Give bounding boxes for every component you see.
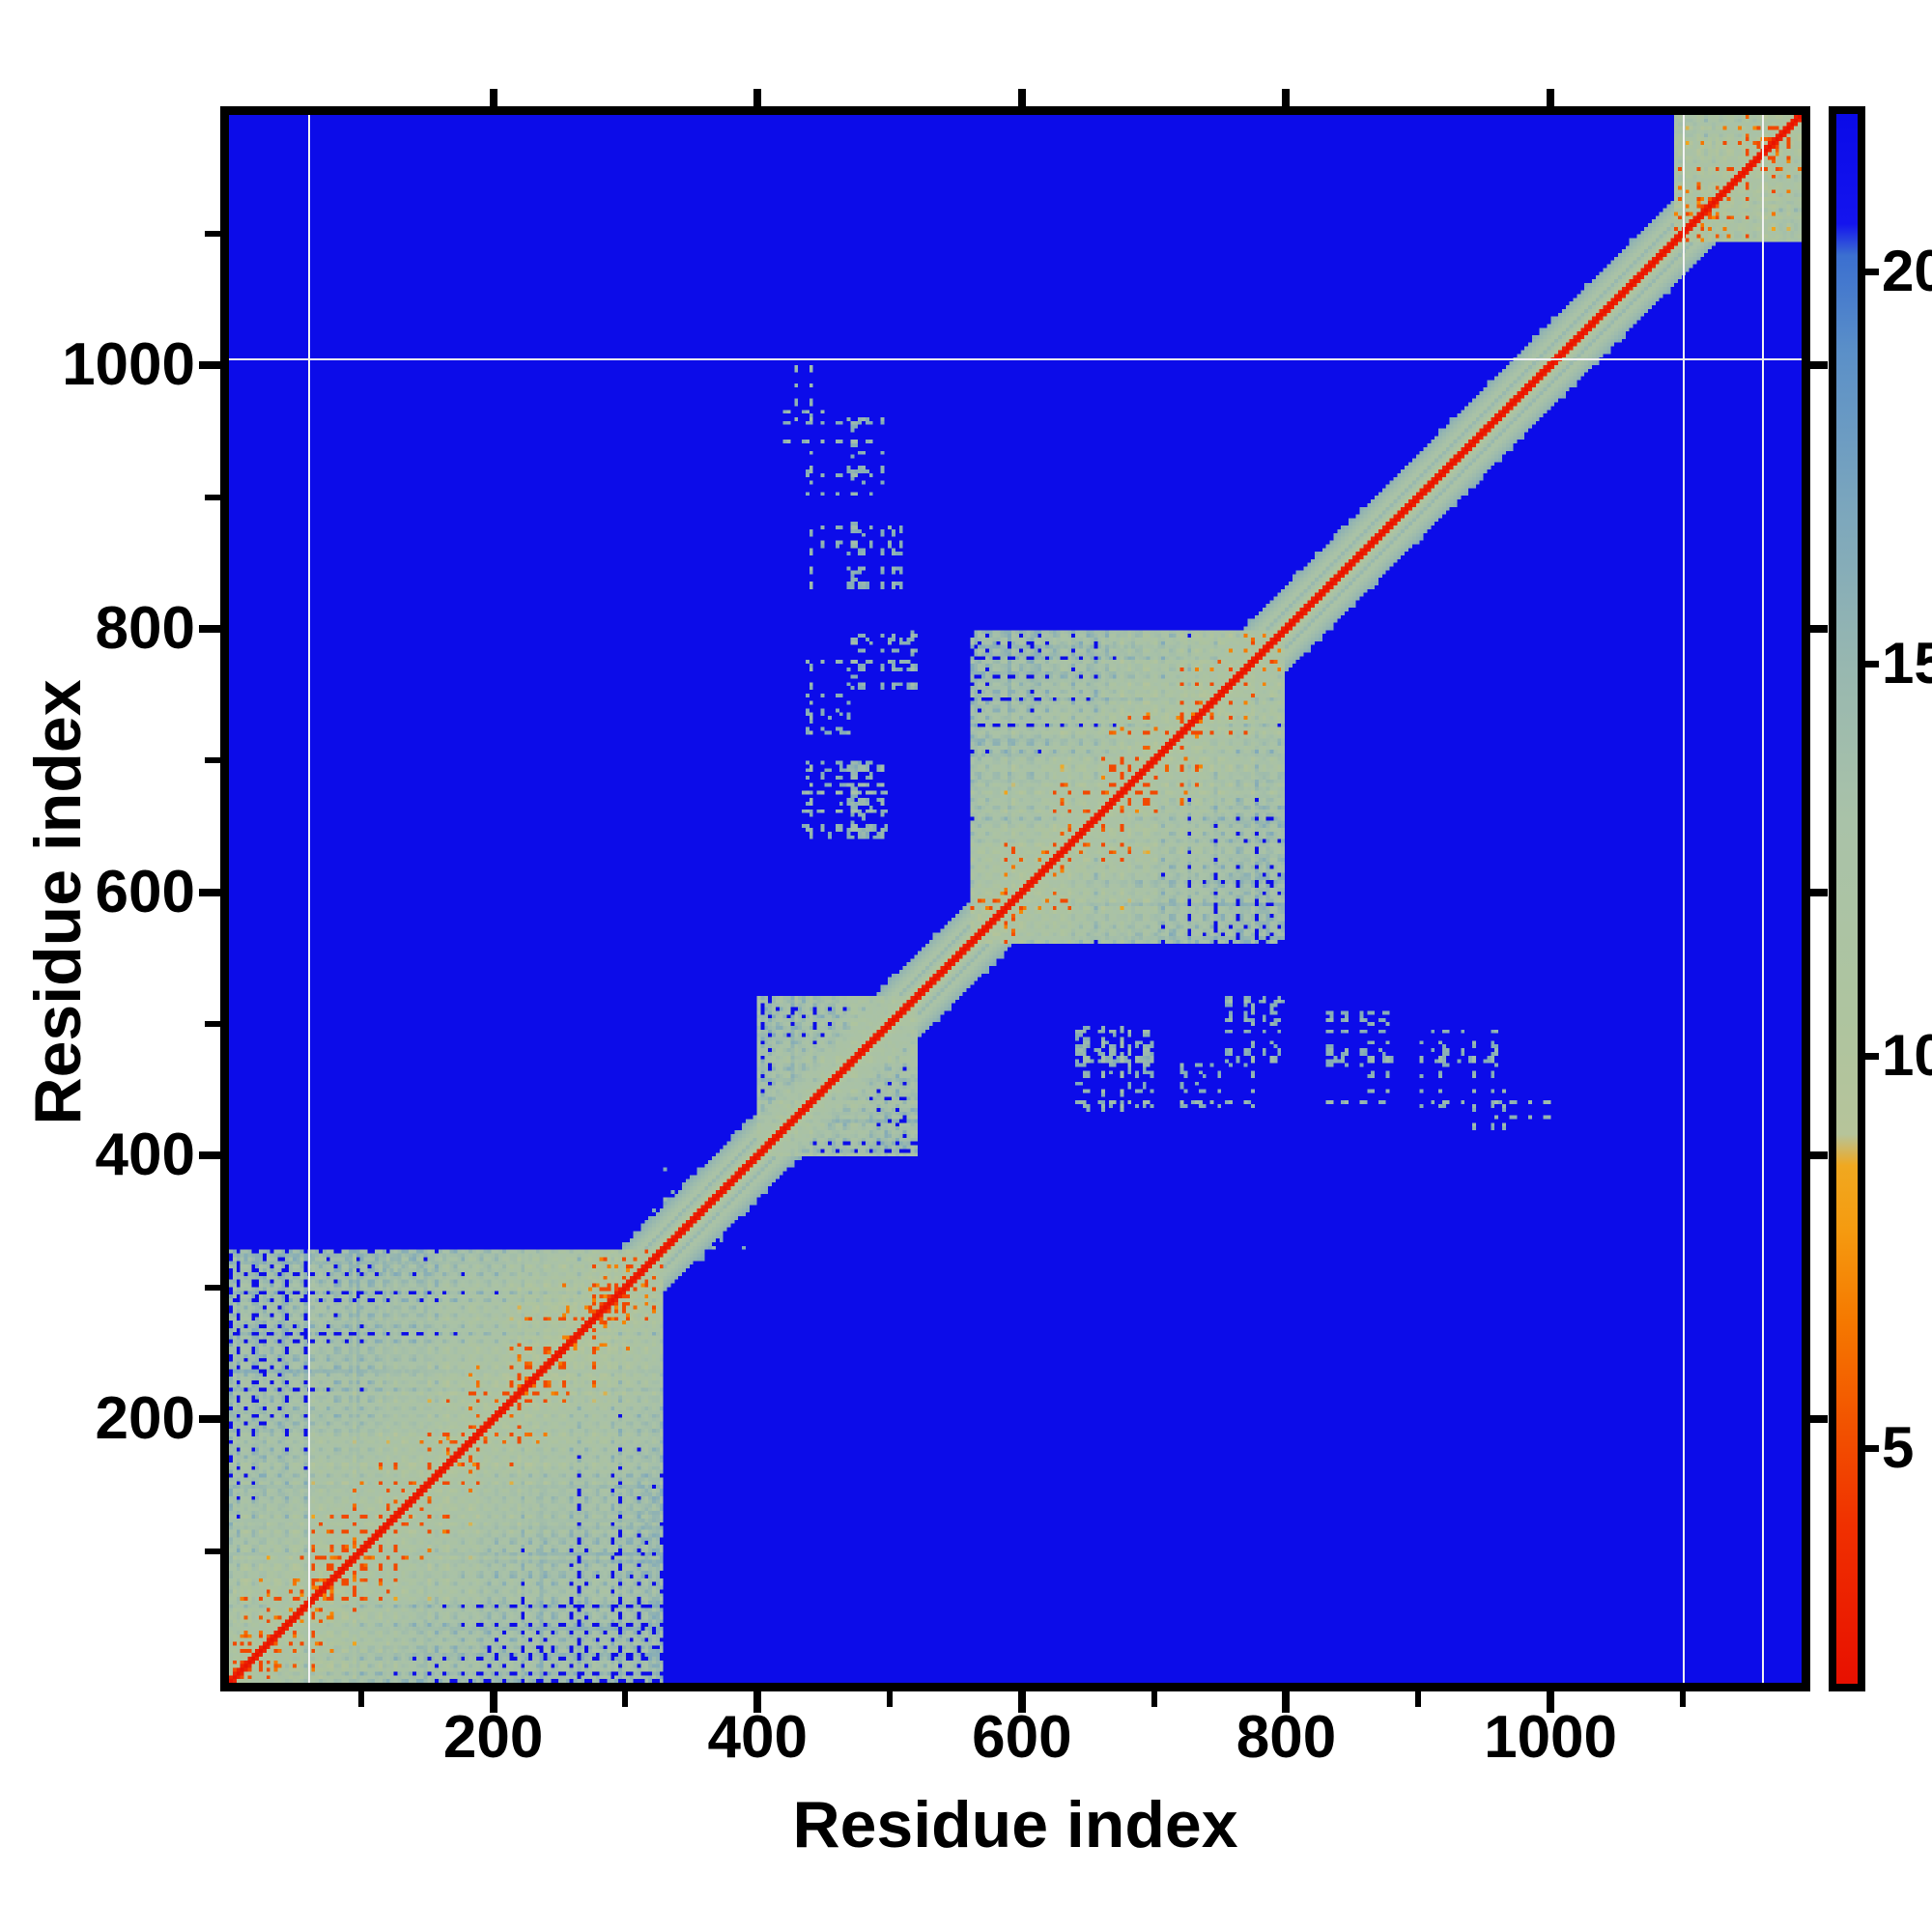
heatmap-plot-area [220,106,1810,1691]
x-axis-tick [489,1691,497,1713]
y-axis-tick-label: 800 [95,594,195,662]
y-axis-minor-tick [205,494,220,500]
y-axis-minor-tick [205,230,220,237]
y-axis-tick-right [1810,888,1828,896]
x-axis-minor-tick [1415,1691,1422,1707]
y-axis-tick-right [1810,1151,1828,1160]
x-axis-tick-top [1282,89,1291,106]
y-axis-tick [199,361,220,370]
y-axis-title: Residue index [21,679,95,1125]
colorbar-tick [1863,1053,1879,1060]
heatmap-image [229,115,1802,1683]
y-axis-tick [199,624,220,633]
y-axis-minor-tick [205,1021,220,1028]
x-axis-tick [753,1691,762,1713]
x-axis-tick-top [1547,89,1555,106]
y-axis-tick-right [1810,624,1828,633]
x-axis-title: Residue index [792,1788,1238,1861]
x-axis-tick-top [489,89,497,106]
y-axis-tick [199,1151,220,1160]
y-axis-minor-tick [205,1548,220,1554]
colorbar-tick-label: 15 [1882,630,1932,696]
x-axis-tick-label: 1000 [1484,1704,1618,1771]
x-axis-tick-label: 400 [707,1704,808,1771]
x-axis-tick-label: 800 [1236,1704,1337,1771]
y-axis-tick [199,1415,220,1424]
colorbar-tick-label: 10 [1882,1023,1932,1088]
y-axis-tick-label: 400 [95,1122,195,1189]
x-axis-tick [1547,1691,1555,1713]
x-axis-tick [1017,1691,1026,1713]
x-axis-tick-top [753,89,762,106]
y-axis-tick-label: 600 [95,858,195,925]
colorbar-gradient [1836,114,1858,1684]
y-axis-tick-right [1810,1415,1828,1424]
x-axis-tick-top [1017,89,1026,106]
y-axis-tick-label: 1000 [62,331,195,399]
colorbar-tick [1863,1445,1879,1453]
x-axis-minor-tick [1151,1691,1157,1707]
x-axis-tick-label: 600 [972,1704,1072,1771]
colorbar-tick [1863,268,1879,275]
x-axis-tick-label: 200 [442,1704,544,1771]
x-axis-minor-tick [357,1691,364,1707]
y-axis-tick [199,888,220,896]
x-axis-tick [1282,1691,1291,1713]
colorbar-tick-label: 20 [1882,238,1932,303]
y-axis-tick-right [1810,361,1828,370]
y-axis-minor-tick [205,1284,220,1291]
x-axis-minor-tick [1679,1691,1686,1707]
y-axis-tick-label: 200 [95,1385,195,1453]
x-axis-minor-tick [622,1691,629,1707]
colorbar-tick [1863,660,1879,668]
y-axis-minor-tick [205,757,220,764]
colorbar-tick-label: 5 [1882,1415,1915,1481]
x-axis-minor-tick [887,1691,894,1707]
colorbar [1829,106,1865,1691]
